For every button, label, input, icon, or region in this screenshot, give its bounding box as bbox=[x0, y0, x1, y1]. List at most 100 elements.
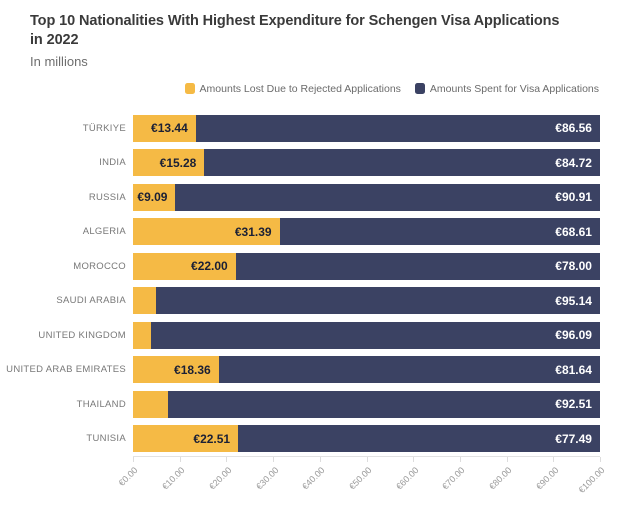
value-label-spent: €81.64 bbox=[555, 362, 592, 377]
value-label-spent: €92.51 bbox=[555, 397, 592, 412]
x-axis-tick-label: €0.00 bbox=[117, 465, 141, 489]
legend-label-spent: Amounts Spent for Visa Applications bbox=[429, 82, 599, 95]
chart-header: Top 10 Nationalities With Highest Expend… bbox=[0, 0, 619, 70]
bar-segment-lost: €15.28 bbox=[133, 149, 205, 177]
bar-segment-lost bbox=[133, 287, 156, 315]
value-label-spent: €78.00 bbox=[555, 259, 592, 274]
bar-track: €95.14 bbox=[133, 287, 600, 315]
bar-track: €15.28 €84.72 bbox=[133, 149, 600, 177]
x-axis-tick-label: €60.00 bbox=[393, 465, 421, 492]
bar-segment-lost: €13.44 bbox=[133, 114, 196, 142]
bar-track: €22.00 €78.00 bbox=[133, 252, 600, 280]
bar-segment-lost: €18.36 bbox=[133, 356, 219, 384]
value-label-lost: €9.09 bbox=[137, 190, 168, 205]
legend-item-spent: Amounts Spent for Visa Applications bbox=[414, 82, 599, 95]
bar-track: €96.09 bbox=[133, 321, 600, 349]
x-axis-tick-mark bbox=[553, 457, 555, 462]
legend-label-lost: Amounts Lost Due to Rejected Application… bbox=[199, 82, 401, 95]
value-label-spent: €95.14 bbox=[555, 293, 592, 308]
bar-segment-lost: €31.39 bbox=[133, 218, 280, 246]
bar-row: INDIA €15.28 €84.72 bbox=[0, 146, 619, 181]
x-axis-tick-label: €40.00 bbox=[300, 465, 327, 492]
x-axis-tick-mark bbox=[366, 457, 368, 462]
bar-segment-lost bbox=[133, 390, 168, 418]
value-label-spent: €86.56 bbox=[555, 121, 592, 136]
legend-swatch-lost-icon bbox=[184, 83, 195, 94]
bar-segment-lost: €22.00 bbox=[133, 252, 236, 280]
bar-row: UNITED KINGDOM €96.09 bbox=[0, 318, 619, 353]
x-axis-tick-label: €20.00 bbox=[206, 465, 234, 492]
value-label-lost: €31.39 bbox=[234, 224, 272, 239]
x-axis-tick-mark bbox=[319, 457, 321, 462]
x-axis-tick-label: €100.00 bbox=[576, 465, 608, 496]
bar-segment-spent: €81.64 bbox=[218, 356, 600, 384]
category-label: UNITED KINGDOM bbox=[38, 329, 126, 341]
bar-segment-spent: €68.61 bbox=[279, 218, 600, 246]
category-label: TUNISIA bbox=[86, 433, 126, 445]
legend-swatch-spent-icon bbox=[414, 83, 425, 94]
value-label-spent: €77.49 bbox=[555, 431, 592, 446]
bar-segment-spent: €84.72 bbox=[204, 149, 600, 177]
x-axis-tick-label: €10.00 bbox=[160, 465, 187, 492]
value-label-spent: €96.09 bbox=[555, 328, 592, 343]
bar-row: TUNISIA €22.51 €77.49 bbox=[0, 422, 619, 457]
bar-row: RUSSIA €9.09 €90.91 bbox=[0, 180, 619, 215]
bar-row: TÜRKIYE €13.44 €86.56 bbox=[0, 111, 619, 146]
bar-segment-spent: €95.14 bbox=[155, 287, 600, 315]
x-axis-tick-label: €80.00 bbox=[487, 465, 514, 492]
value-label-lost: €18.36 bbox=[174, 362, 211, 377]
bar-row: MOROCCO €22.00 €78.00 bbox=[0, 249, 619, 284]
x-axis-tick-label: €90.00 bbox=[533, 465, 561, 492]
bar-row: UNITED ARAB EMIRATES €18.36 €81.64 bbox=[0, 353, 619, 388]
x-axis-tick-mark bbox=[506, 457, 508, 462]
bar-row: SAUDI ARABIA €95.14 bbox=[0, 284, 619, 319]
legend-item-lost: Amounts Lost Due to Rejected Application… bbox=[184, 82, 401, 95]
bar-segment-lost bbox=[133, 321, 152, 349]
chart-title-line-1: Top 10 Nationalities With Highest Expend… bbox=[30, 13, 560, 29]
bar-segment-spent: €92.51 bbox=[167, 390, 600, 418]
x-axis-tick-label: €30.00 bbox=[253, 465, 281, 492]
x-axis-tick-mark bbox=[413, 457, 415, 462]
value-label-lost: €15.28 bbox=[159, 155, 197, 170]
value-label-lost: €13.44 bbox=[151, 121, 188, 136]
value-label-spent: €84.72 bbox=[555, 155, 592, 170]
bar-track: €18.36 €81.64 bbox=[133, 356, 600, 384]
bar-segment-lost: €22.51 bbox=[133, 425, 239, 453]
category-label: MOROCCO bbox=[73, 260, 126, 272]
bar-track: €13.44 €86.56 bbox=[133, 114, 600, 142]
bar-track: €9.09 €90.91 bbox=[133, 183, 600, 211]
bar-chart: TÜRKIYE €13.44 €86.56 INDIA €15.28 €84.7… bbox=[0, 111, 619, 456]
x-axis-tick-mark bbox=[600, 457, 601, 462]
category-label: RUSSIA bbox=[88, 191, 126, 203]
bar-row: THAILAND €92.51 bbox=[0, 387, 619, 422]
x-axis-tick-mark bbox=[459, 457, 461, 462]
bar-track: €92.51 bbox=[133, 390, 600, 418]
value-label-spent: €68.61 bbox=[555, 224, 592, 239]
category-label: SAUDI ARABIA bbox=[56, 295, 126, 307]
category-label: ALGERIA bbox=[82, 226, 126, 238]
x-axis-tick-mark bbox=[273, 457, 275, 462]
bar-segment-spent: €78.00 bbox=[235, 252, 600, 280]
x-axis-tick-label: €70.00 bbox=[440, 465, 467, 492]
x-axis-tick-mark bbox=[179, 457, 181, 462]
legend: Amounts Lost Due to Rejected Application… bbox=[0, 82, 619, 95]
bar-segment-spent: €86.56 bbox=[195, 114, 600, 142]
category-label: INDIA bbox=[99, 157, 126, 169]
value-label-lost: €22.51 bbox=[193, 431, 231, 446]
bar-segment-spent: €90.91 bbox=[175, 183, 600, 211]
category-label: TÜRKIYE bbox=[82, 122, 126, 134]
x-axis-tick-mark bbox=[133, 457, 134, 462]
x-axis-tick-mark bbox=[226, 457, 228, 462]
bar-segment-spent: €77.49 bbox=[238, 425, 600, 453]
bar-segment-spent: €96.09 bbox=[151, 321, 600, 349]
bar-segment-lost: €9.09 bbox=[133, 183, 176, 211]
bar-track: €22.51 €77.49 bbox=[133, 425, 600, 453]
x-axis-tick-label: €50.00 bbox=[347, 465, 374, 492]
category-label: UNITED ARAB EMIRATES bbox=[6, 364, 126, 376]
category-label: THAILAND bbox=[76, 398, 126, 410]
x-axis: €0.00 €10.00 €20.00 €30.00 €40.00 €50.00 €60.0… bbox=[117, 456, 607, 504]
chart-title-line-2: in 2022 bbox=[30, 32, 79, 48]
value-label-spent: €90.91 bbox=[555, 190, 592, 205]
chart-subtitle: In millions bbox=[30, 54, 88, 69]
